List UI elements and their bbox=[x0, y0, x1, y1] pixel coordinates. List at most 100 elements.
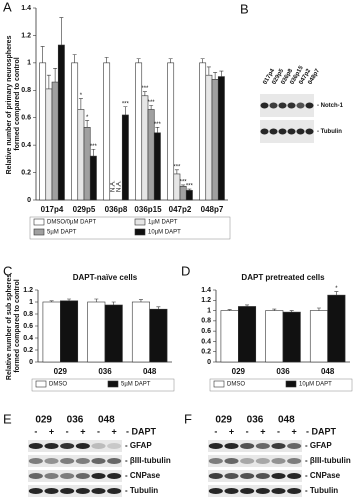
y-tick-label: 0 bbox=[207, 359, 211, 366]
row-label: - CNPase bbox=[125, 471, 161, 480]
legend-label: DMSO/0µM DAPT bbox=[47, 220, 96, 226]
row-label: - Tubulin bbox=[305, 486, 338, 495]
band bbox=[44, 473, 59, 479]
lane-label: - bbox=[34, 426, 37, 436]
band bbox=[91, 443, 106, 449]
band bbox=[269, 128, 278, 135]
band bbox=[60, 443, 75, 449]
band bbox=[107, 488, 122, 494]
lane-label: - bbox=[66, 426, 69, 436]
band bbox=[271, 488, 286, 494]
legend-label: 10µM DAPT bbox=[148, 230, 181, 236]
band bbox=[208, 473, 223, 479]
x-tick-label: 029 bbox=[232, 367, 246, 376]
y-tick-label: 0.6 bbox=[23, 323, 33, 330]
bar bbox=[71, 62, 79, 201]
error-bar bbox=[49, 300, 54, 302]
legend-label: DMSO bbox=[227, 382, 245, 388]
y-tick-label: 0.8 bbox=[201, 318, 211, 325]
legend-frame bbox=[31, 378, 175, 392]
legend-swatch bbox=[285, 380, 297, 388]
error-bar bbox=[316, 307, 321, 311]
error-bar bbox=[149, 105, 154, 110]
band bbox=[107, 458, 122, 464]
legend-label: 5µM DAPT bbox=[121, 382, 151, 388]
panel-label: E bbox=[3, 411, 12, 426]
band bbox=[44, 458, 59, 464]
legend-swatch bbox=[35, 380, 47, 388]
band bbox=[240, 488, 255, 494]
y-tick-label: 1.2 bbox=[23, 287, 33, 294]
y-tick-label: 0.8 bbox=[21, 87, 31, 94]
error-bar bbox=[72, 54, 77, 63]
treatment-label: - DAPT bbox=[306, 426, 336, 436]
error-bar bbox=[227, 309, 232, 311]
error-bar bbox=[168, 58, 173, 63]
band bbox=[28, 458, 43, 464]
row-label: - Notch-1 bbox=[317, 103, 344, 109]
band bbox=[287, 102, 296, 109]
row-label: - GFAP bbox=[305, 441, 332, 450]
x-tick-label: 029p5 bbox=[73, 205, 96, 214]
band bbox=[287, 488, 302, 494]
row-label: - GFAP bbox=[125, 441, 152, 450]
band bbox=[296, 102, 305, 109]
bar bbox=[153, 132, 161, 201]
bar bbox=[282, 311, 301, 363]
legend-label: 10µM DAPT bbox=[299, 382, 332, 388]
error-bar bbox=[94, 298, 99, 302]
row-label: - βIII-tubulin bbox=[125, 456, 171, 465]
annotation: *** bbox=[180, 179, 188, 185]
x-tick-label: 048 bbox=[143, 367, 157, 376]
error-bar bbox=[156, 306, 161, 310]
row-label: - CNPase bbox=[305, 471, 341, 480]
bar bbox=[149, 308, 168, 363]
error-bar bbox=[187, 188, 192, 191]
bar bbox=[167, 62, 175, 201]
band bbox=[240, 473, 255, 479]
lane-label: - bbox=[214, 426, 217, 436]
legend-swatch bbox=[33, 228, 45, 236]
band bbox=[255, 488, 270, 494]
band bbox=[91, 458, 106, 464]
panel-label: F bbox=[184, 411, 192, 426]
band bbox=[28, 488, 43, 494]
x-tick-label: 036p15 bbox=[134, 205, 162, 214]
group-label: 029 bbox=[215, 415, 232, 426]
band bbox=[75, 443, 90, 449]
lane-label: + bbox=[229, 426, 234, 436]
band bbox=[255, 443, 270, 449]
error-bar bbox=[206, 66, 211, 76]
bar bbox=[238, 306, 257, 363]
bar bbox=[135, 62, 143, 201]
band bbox=[240, 458, 255, 464]
band bbox=[271, 458, 286, 464]
annotation: *** bbox=[173, 164, 181, 170]
annotation: *** bbox=[122, 101, 130, 107]
lane-label: - bbox=[97, 426, 100, 436]
band bbox=[107, 473, 122, 479]
group-label: 048 bbox=[98, 415, 115, 426]
bar bbox=[131, 301, 150, 363]
band bbox=[91, 488, 106, 494]
bar bbox=[89, 155, 97, 201]
group-label: 029 bbox=[35, 415, 52, 426]
error-bar bbox=[200, 58, 205, 63]
band bbox=[91, 473, 106, 479]
y-tick-label: 1 bbox=[207, 307, 211, 314]
y-tick-label: 1.2 bbox=[21, 32, 31, 39]
annotation: * bbox=[335, 286, 338, 292]
band bbox=[60, 488, 75, 494]
error-bar bbox=[53, 68, 58, 83]
band bbox=[287, 443, 302, 449]
x-tick-label: 036p8 bbox=[105, 205, 128, 214]
row-label: - Tubulin bbox=[317, 129, 342, 135]
legend-swatch bbox=[33, 218, 45, 226]
y-tick-label: 0 bbox=[27, 197, 31, 204]
error-bar bbox=[289, 310, 294, 313]
band bbox=[260, 102, 269, 109]
y-tick-label: 0.4 bbox=[23, 335, 33, 342]
band bbox=[287, 458, 302, 464]
error-bar bbox=[142, 91, 147, 96]
